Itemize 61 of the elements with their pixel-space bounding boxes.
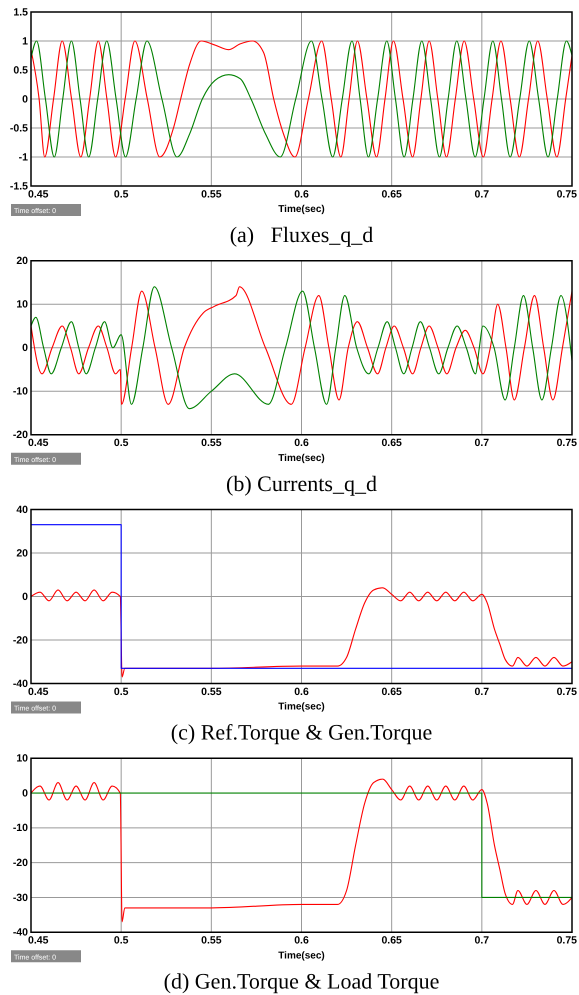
x-tick-label: 0.7 <box>474 934 490 947</box>
x-tick-label: 0.45 <box>28 934 49 947</box>
x-tick-label: 0.7 <box>474 188 490 200</box>
y-tick-label: -1 <box>18 151 28 164</box>
x-tick-label: 0.5 <box>114 934 129 947</box>
y-tick-label: -20 <box>12 429 28 442</box>
y-tick-label: 1 <box>22 35 28 48</box>
y-tick-label: 10 <box>16 298 28 311</box>
x-axis-title: Time(sec) <box>278 452 325 464</box>
x-tick-label: 0.6 <box>294 934 309 947</box>
y-tick-label: -0.5 <box>10 122 28 134</box>
text: (a) Fluxes_q_d <box>230 222 374 247</box>
y-tick-label: 0 <box>22 787 28 800</box>
y-tick-label: 1.5 <box>13 6 28 18</box>
y-tick-label: 0.5 <box>13 64 28 76</box>
y-tick-label: -1.5 <box>10 180 28 192</box>
y-tick-label: -40 <box>12 926 28 939</box>
x-tick-label: 0.5 <box>114 437 129 450</box>
x-tick-label: 0.45 <box>28 437 49 450</box>
y-tick-label: -10 <box>12 822 28 834</box>
x-tick-label: 0.75 <box>556 686 578 698</box>
y-tick-label: 10 <box>16 752 28 765</box>
x-tick-label: 0.7 <box>474 686 490 698</box>
line-series <box>30 778 573 922</box>
y-tick-label: 20 <box>16 547 28 560</box>
line-series <box>30 40 573 158</box>
x-tick-label: 0.55 <box>201 437 222 450</box>
x-tick-label: 0.6 <box>294 437 309 450</box>
x-tick-label: 0.75 <box>556 188 578 200</box>
x-tick-label: 0.65 <box>381 934 402 947</box>
x-tick-label: 0.6 <box>294 188 309 200</box>
y-tick-label: 0 <box>22 590 28 603</box>
text: (c) Ref.Torque & Gen.Torque <box>170 720 432 744</box>
x-tick-label: 0.75 <box>556 437 578 450</box>
y-tick-label: 40 <box>16 504 28 516</box>
x-tick-label: 0.65 <box>381 686 402 698</box>
x-axis-title: Time(sec) <box>278 204 325 215</box>
x-tick-label: 0.65 <box>381 188 402 200</box>
x-tick-label: 0.65 <box>381 437 402 450</box>
y-tick-label: -30 <box>12 892 28 904</box>
x-tick-label: 0.5 <box>114 188 129 200</box>
y-tick-label: 0 <box>22 342 28 354</box>
x-tick-label: 0.7 <box>474 437 490 450</box>
x-axis-title: Time(sec) <box>278 702 325 712</box>
x-axis-title: Time(sec) <box>278 950 325 962</box>
x-tick-label: 0.5 <box>114 686 129 698</box>
y-tick-label: -20 <box>12 634 28 646</box>
y-tick-label: 0 <box>22 93 28 106</box>
text: (b) Currents_q_d <box>226 470 377 496</box>
y-tick-label: -20 <box>12 857 28 870</box>
x-tick-label: 0.55 <box>201 686 222 698</box>
x-tick-label: 0.55 <box>201 188 222 200</box>
x-tick-label: 0.45 <box>28 686 49 698</box>
x-tick-label: 0.75 <box>556 934 578 947</box>
x-tick-label: 0.45 <box>28 188 49 200</box>
x-tick-label: 0.6 <box>294 686 309 698</box>
y-tick-label: -10 <box>12 386 28 398</box>
x-tick-label: 0.55 <box>201 934 222 947</box>
text: (d) Gen.Torque & Load Torque <box>164 968 440 994</box>
y-tick-label: 20 <box>16 255 28 268</box>
y-tick-label: -40 <box>12 678 28 690</box>
